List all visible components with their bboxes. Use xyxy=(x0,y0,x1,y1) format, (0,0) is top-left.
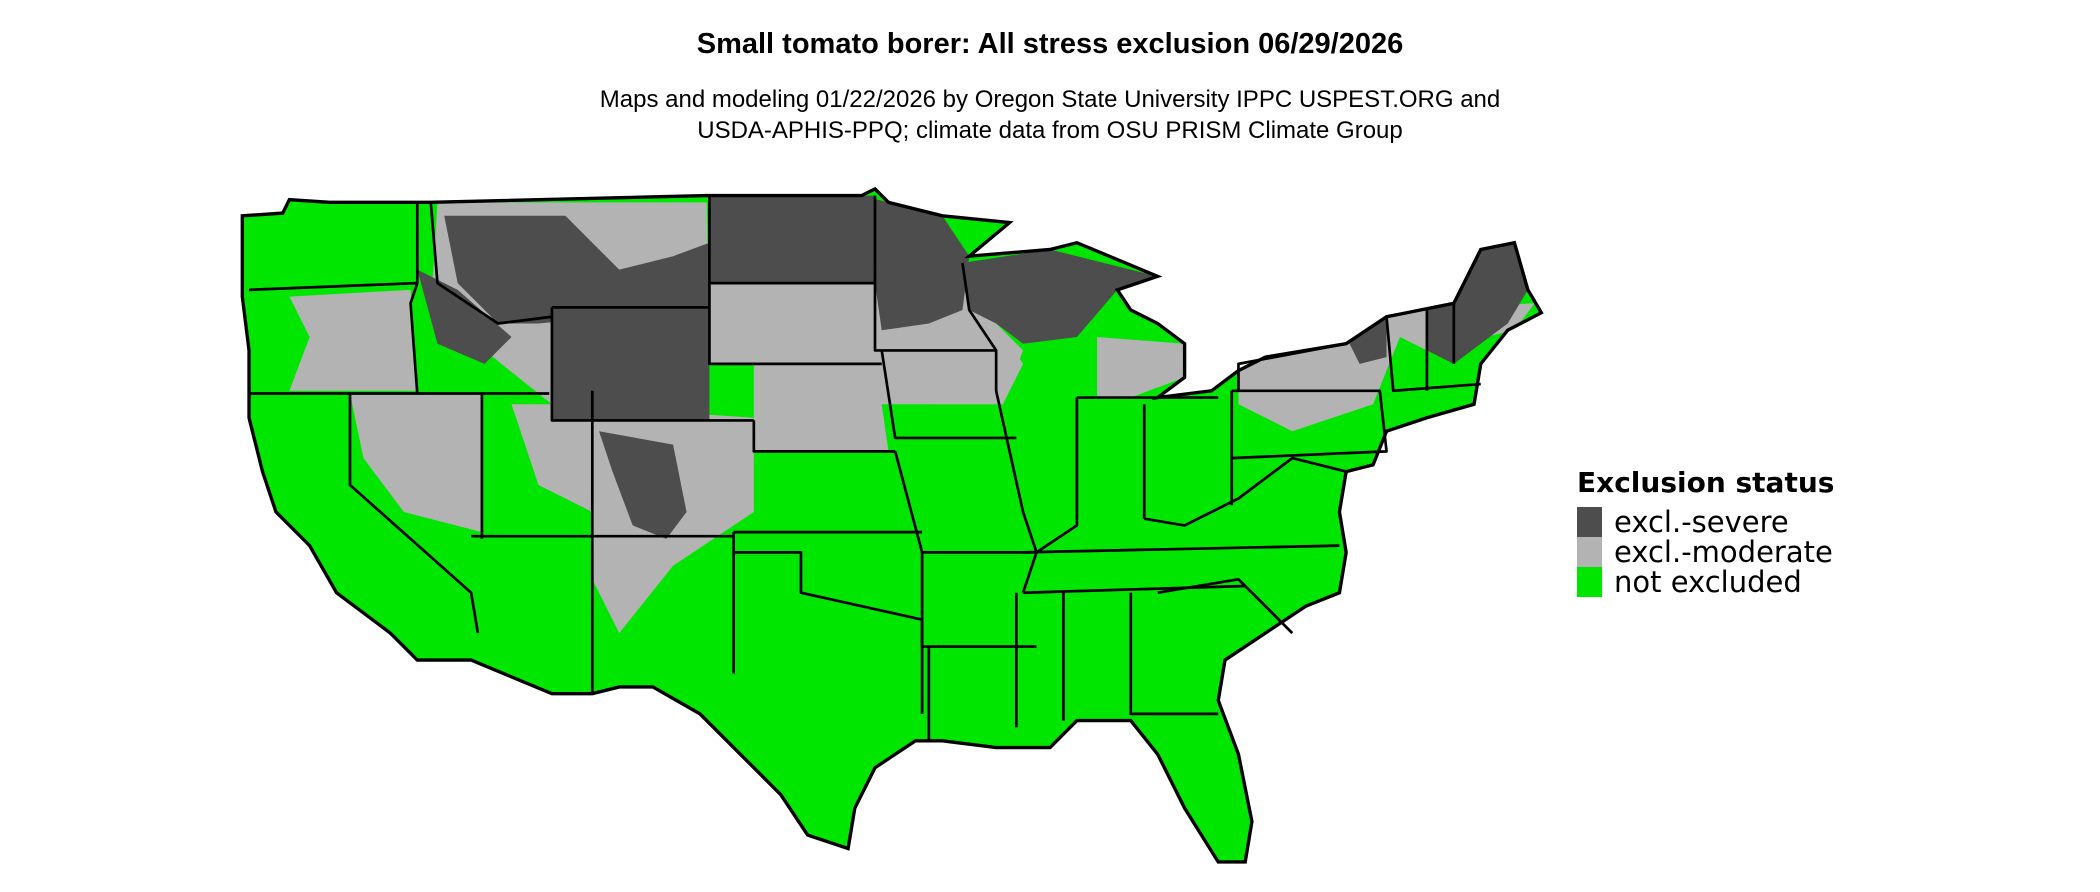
legend: Exclusion status excl.-severe excl.-mode… xyxy=(1577,466,1834,597)
legend-label: excl.-severe xyxy=(1614,505,1789,539)
legend-title: Exclusion status xyxy=(1577,466,1835,499)
legend-item-not-excluded: not excluded xyxy=(1577,567,1834,597)
legend-item-moderate: excl.-moderate xyxy=(1577,537,1834,567)
legend-item-severe: excl.-severe xyxy=(1577,507,1834,537)
map-title: Small tomato borer: All stress exclusion… xyxy=(696,28,1404,60)
legend-label: not excluded xyxy=(1614,565,1802,599)
legend-swatch-not-excluded xyxy=(1577,567,1602,597)
subtitle-line-1: Maps and modeling 01/22/2026 by Oregon S… xyxy=(599,86,1501,113)
state-borders xyxy=(248,195,1481,741)
legend-label: excl.-moderate xyxy=(1614,535,1833,569)
legend-swatch-severe xyxy=(1577,507,1602,537)
subtitle-line-2: USDA-APHIS-PPQ; climate data from OSU PR… xyxy=(697,117,1403,144)
legend-swatch-moderate xyxy=(1577,537,1602,567)
map-subtitle: Maps and modeling 01/22/2026 by Oregon S… xyxy=(0,84,2100,146)
